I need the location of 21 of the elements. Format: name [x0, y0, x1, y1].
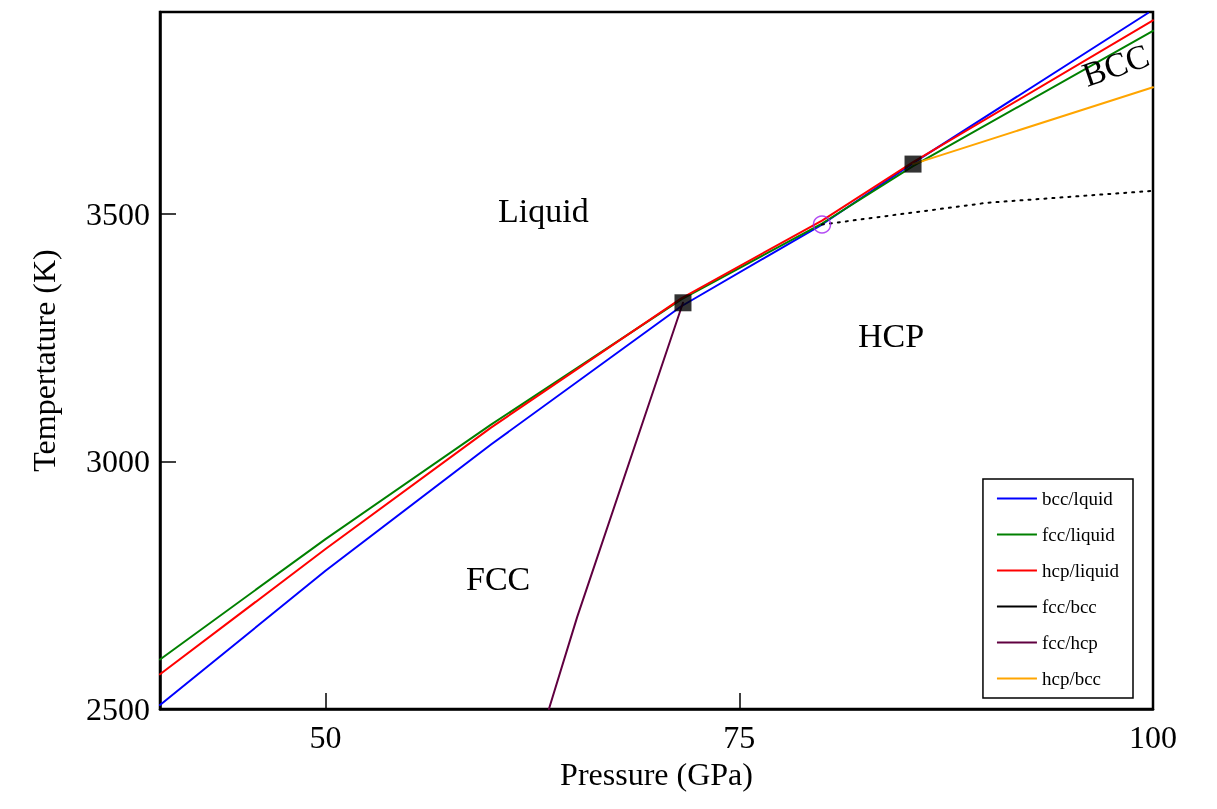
annotation: Liquid [498, 191, 589, 229]
point [904, 155, 922, 173]
x-tick-label: 50 [309, 719, 342, 755]
legend-label: fcc/hcp [1041, 632, 1098, 653]
legend-label: fcc/liquid [1041, 524, 1116, 545]
legend-label: fcc/bcc [1041, 596, 1097, 617]
annotation: HCP [858, 316, 925, 354]
x-tick-label: 75 [723, 719, 756, 755]
y-tick-label: 3500 [86, 195, 150, 232]
legend-label: bcc/lquid [1041, 488, 1114, 509]
legend-label: hcp/liquid [1041, 560, 1120, 581]
y-axis-title: Tempertature (K) [26, 249, 62, 472]
y-tick-label: 3000 [86, 443, 150, 480]
y-tick-label: 2500 [86, 691, 150, 727]
x-tick-label: 100 [1129, 719, 1177, 755]
legend-label: hcp/bcc [1041, 668, 1102, 689]
annotation: FCC [466, 559, 531, 597]
x-axis-title: Pressure (GPa) [560, 755, 753, 792]
point [674, 294, 692, 312]
annotation: BCC [1077, 36, 1154, 94]
point [812, 215, 832, 234]
